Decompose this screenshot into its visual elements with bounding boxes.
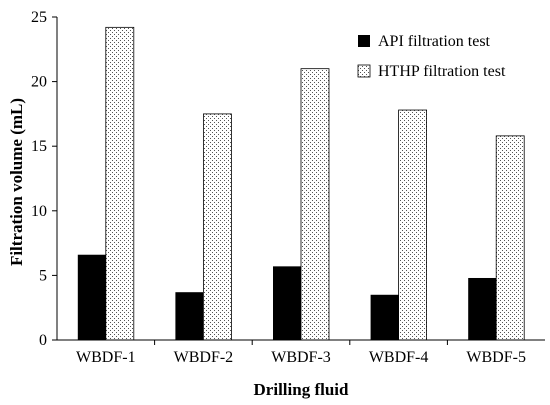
- y-ticks-group: 0 5 10 15 20 25: [31, 9, 57, 349]
- y-tick-label: 15: [31, 138, 47, 155]
- x-tick-label: WBDF-2: [174, 349, 234, 366]
- bar-hthp-wbdf-1: [105, 26, 135, 341]
- legend: API filtration test HTHP filtration test: [357, 33, 506, 80]
- bar-hthp-wbdf-2: [202, 113, 232, 341]
- bar-api-wbdf-1: [77, 254, 106, 340]
- y-tick-label: 10: [31, 203, 47, 220]
- bars-group: [77, 26, 525, 341]
- x-ticks-group: WBDF-1 WBDF-2 WBDF-3 WBDF-4 WBDF-5: [76, 340, 526, 366]
- legend-label-hthp: HTHP filtration test: [378, 63, 506, 80]
- bar-hthp-wbdf-5: [495, 135, 525, 341]
- y-tick-label: 20: [31, 74, 47, 91]
- x-tick-label: WBDF-3: [271, 349, 331, 366]
- legend-swatch-api: [358, 35, 370, 47]
- bar-api-wbdf-3: [273, 266, 301, 340]
- bar-hthp-wbdf-3: [300, 68, 330, 341]
- x-tick-label: WBDF-5: [466, 349, 526, 366]
- x-tick-label: WBDF-4: [369, 349, 429, 366]
- legend-label-api: API filtration test: [378, 33, 491, 50]
- y-tick-label: 25: [31, 9, 47, 26]
- y-axis-title: Filtration volume (mL): [7, 98, 26, 266]
- bar-hthp-wbdf-4: [398, 109, 428, 341]
- y-tick-label: 0: [39, 332, 47, 349]
- y-tick-label: 5: [39, 267, 47, 284]
- bar-api-wbdf-2: [175, 292, 204, 340]
- bar-api-wbdf-5: [468, 277, 497, 340]
- legend-swatch-hthp: [357, 64, 371, 78]
- bar-api-wbdf-4: [370, 294, 399, 340]
- x-tick-label: WBDF-1: [76, 349, 136, 366]
- x-axis-title: Drilling fluid: [254, 380, 349, 399]
